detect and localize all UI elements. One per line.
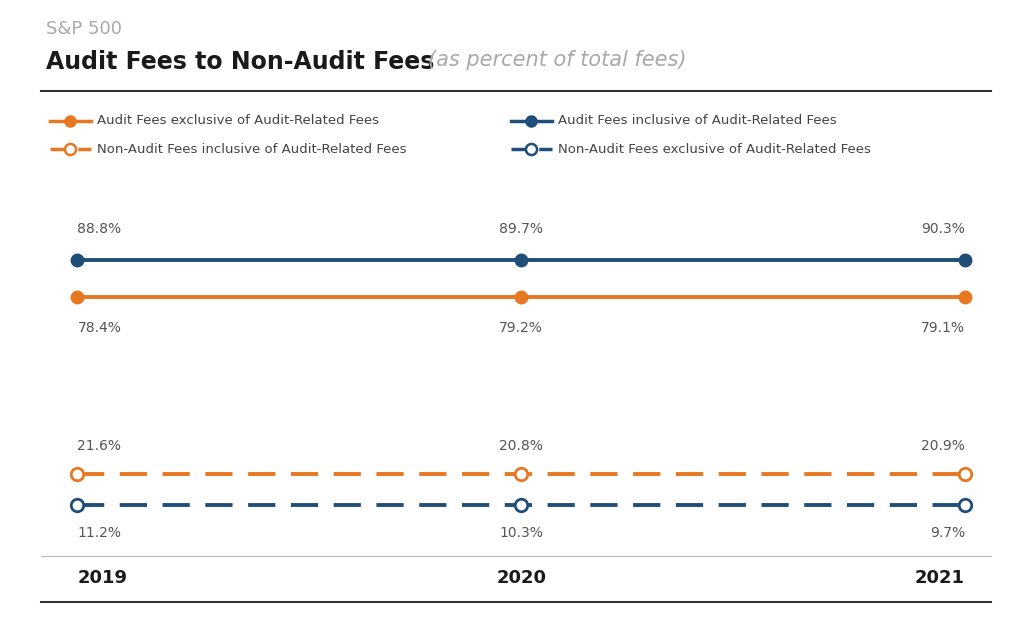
Text: S&P 500: S&P 500	[46, 20, 123, 38]
Text: 89.7%: 89.7%	[499, 222, 543, 236]
Text: 20.8%: 20.8%	[499, 439, 543, 453]
Text: 79.2%: 79.2%	[499, 321, 543, 335]
Text: 2020: 2020	[496, 570, 546, 587]
Text: 9.7%: 9.7%	[930, 526, 965, 540]
Text: 20.9%: 20.9%	[921, 439, 965, 453]
Text: 90.3%: 90.3%	[921, 222, 965, 236]
Text: Non-Audit Fees inclusive of Audit-Related Fees: Non-Audit Fees inclusive of Audit-Relate…	[97, 143, 407, 156]
Text: 78.4%: 78.4%	[77, 321, 122, 335]
Text: 88.8%: 88.8%	[77, 222, 122, 236]
Text: 21.6%: 21.6%	[77, 439, 122, 453]
Text: 2021: 2021	[915, 570, 965, 587]
Text: Audit Fees to Non-Audit Fees: Audit Fees to Non-Audit Fees	[46, 50, 434, 74]
Text: Non-Audit Fees exclusive of Audit-Related Fees: Non-Audit Fees exclusive of Audit-Relate…	[558, 143, 871, 156]
Text: 11.2%: 11.2%	[77, 526, 122, 540]
Text: 10.3%: 10.3%	[499, 526, 543, 540]
Text: 2019: 2019	[77, 570, 127, 587]
Text: Audit Fees inclusive of Audit-Related Fees: Audit Fees inclusive of Audit-Related Fe…	[558, 115, 837, 127]
Text: (as percent of total fees): (as percent of total fees)	[428, 50, 686, 71]
Text: Audit Fees exclusive of Audit-Related Fees: Audit Fees exclusive of Audit-Related Fe…	[97, 115, 379, 127]
Text: 79.1%: 79.1%	[921, 321, 965, 335]
